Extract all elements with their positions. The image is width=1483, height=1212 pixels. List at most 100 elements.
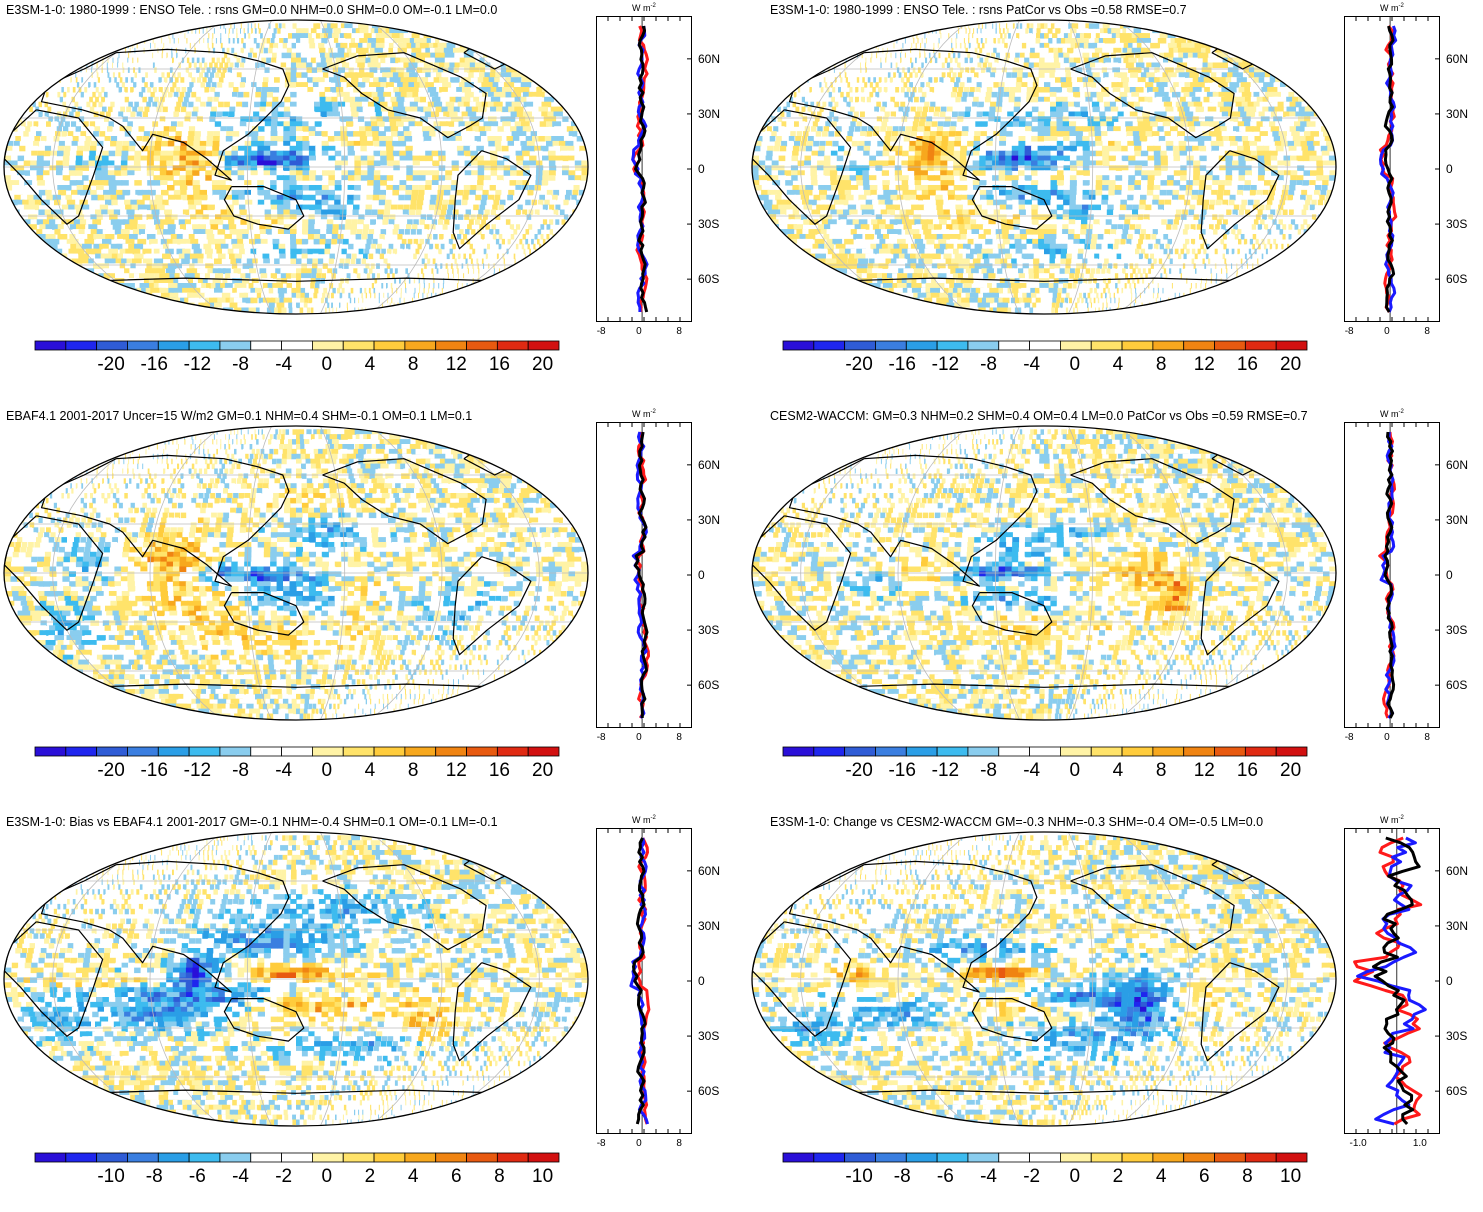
colorbar-tick-label: -8 bbox=[146, 1166, 163, 1188]
colorbar-tick-label: -20 bbox=[97, 760, 124, 782]
colorbar-swatch bbox=[66, 1153, 97, 1162]
colorbar-swatch bbox=[158, 1153, 189, 1162]
colorbar-swatch bbox=[405, 1153, 436, 1162]
colorbar-tick-label: 10 bbox=[532, 1166, 553, 1188]
profile-units-text: W m bbox=[1380, 815, 1399, 825]
colorbar-swatch bbox=[528, 747, 559, 756]
colorbar-tick-label: 20 bbox=[1280, 354, 1301, 376]
latitude-label: 0 bbox=[698, 162, 705, 176]
colorbar-swatch bbox=[436, 1153, 467, 1162]
colorbar-swatch bbox=[1184, 341, 1215, 350]
colorbar-swatch bbox=[436, 747, 467, 756]
world-map bbox=[2, 424, 590, 722]
colorbar-swatch bbox=[127, 1153, 158, 1162]
colorbar-tick-label: -4 bbox=[1023, 760, 1040, 782]
profile-x-tick-label: 8 bbox=[1424, 732, 1430, 743]
colorbar-tick-label: 0 bbox=[1070, 354, 1081, 376]
colorbar-tick-label: 4 bbox=[365, 760, 376, 782]
colorbar-tick-label: -16 bbox=[140, 354, 167, 376]
panel-ebaf: EBAF4.1 2001-2017 Uncer=15 W/m2 GM=0.1 N… bbox=[0, 406, 735, 806]
profile-units-text: W m bbox=[1380, 409, 1399, 419]
colorbar-tick-label: 20 bbox=[532, 354, 553, 376]
zonal-mean-profile bbox=[1344, 828, 1440, 1134]
panel-title: E3SM-1-0: 1980-1999 : ENSO Tele. : rsns … bbox=[6, 3, 497, 17]
colorbar-tick-label: 12 bbox=[1194, 760, 1215, 782]
colorbar-tick-label: 20 bbox=[1280, 760, 1301, 782]
colorbar-swatch bbox=[1030, 341, 1061, 350]
world-map bbox=[750, 830, 1338, 1128]
colorbar-tick-label: -16 bbox=[140, 760, 167, 782]
profile-units: W m-2 bbox=[1380, 3, 1404, 13]
colorbar-swatch bbox=[127, 747, 158, 756]
colorbar-tick-label: 4 bbox=[1113, 760, 1124, 782]
latitude-label: 0 bbox=[1446, 162, 1453, 176]
latitude-label: 0 bbox=[1446, 974, 1453, 988]
colorbar-swatch bbox=[1122, 747, 1153, 756]
profile-units-exponent: -2 bbox=[651, 3, 656, 9]
latitude-label: 30S bbox=[698, 1029, 719, 1043]
colorbar-swatch bbox=[1030, 747, 1061, 756]
colorbar bbox=[34, 1152, 560, 1163]
colorbar-swatch bbox=[220, 747, 251, 756]
colorbar-tick-label: 0 bbox=[322, 760, 333, 782]
colorbar-swatch bbox=[845, 1153, 876, 1162]
colorbar-swatch bbox=[1276, 747, 1307, 756]
colorbar-swatch bbox=[906, 341, 937, 350]
zonal-mean-profile bbox=[1344, 422, 1440, 728]
colorbar-swatch bbox=[1184, 747, 1215, 756]
latitude-label: 30N bbox=[698, 513, 720, 527]
profile-units: W m-2 bbox=[1380, 409, 1404, 419]
colorbar-tick-label: 2 bbox=[365, 1166, 376, 1188]
colorbar-swatch bbox=[968, 1153, 999, 1162]
profile-x-tick-label: -8 bbox=[597, 732, 606, 743]
profile-x-tick-label: 0 bbox=[1384, 732, 1390, 743]
colorbar-tick-label: 6 bbox=[451, 1166, 462, 1188]
colorbar-swatch bbox=[1091, 341, 1122, 350]
colorbar-swatch bbox=[35, 341, 66, 350]
colorbar-swatch bbox=[875, 747, 906, 756]
profile-x-tick-label: 0 bbox=[1384, 326, 1390, 337]
colorbar-swatch bbox=[467, 341, 498, 350]
profile-units: W m-2 bbox=[632, 409, 656, 419]
panel-bias: E3SM-1-0: Bias vs EBAF4.1 2001-2017 GM=-… bbox=[0, 812, 735, 1212]
profile-x-tick-label: 8 bbox=[676, 1138, 682, 1149]
profile-x-tick-label: -8 bbox=[597, 1138, 606, 1149]
colorbar-tick-label: 2 bbox=[1113, 1166, 1124, 1188]
colorbar-swatch bbox=[374, 341, 405, 350]
colorbar-swatch bbox=[1215, 341, 1246, 350]
colorbar-swatch bbox=[875, 1153, 906, 1162]
colorbar-swatch bbox=[1091, 747, 1122, 756]
colorbar-swatch bbox=[251, 747, 282, 756]
colorbar-swatch bbox=[251, 341, 282, 350]
colorbar-swatch bbox=[497, 747, 528, 756]
profile-x-tick-label: 8 bbox=[676, 732, 682, 743]
colorbar-swatch bbox=[906, 1153, 937, 1162]
colorbar-tick-label: 16 bbox=[489, 354, 510, 376]
colorbar-swatch bbox=[1184, 1153, 1215, 1162]
profile-units-exponent: -2 bbox=[651, 815, 656, 821]
colorbar-swatch bbox=[968, 341, 999, 350]
colorbar-tick-label: 12 bbox=[1194, 354, 1215, 376]
colorbar-swatch bbox=[312, 341, 343, 350]
colorbar-swatch bbox=[405, 747, 436, 756]
colorbar-tick-label: -10 bbox=[97, 1166, 124, 1188]
colorbar-swatch bbox=[906, 747, 937, 756]
world-map bbox=[2, 830, 590, 1128]
colorbar-swatch bbox=[1091, 1153, 1122, 1162]
colorbar-swatch bbox=[1060, 1153, 1091, 1162]
latitude-label: 0 bbox=[1446, 568, 1453, 582]
panel-e3sm-tele: E3SM-1-0: 1980-1999 : ENSO Tele. : rsns … bbox=[0, 0, 735, 400]
panel-change: E3SM-1-0: Change vs CESM2-WACCM GM=-0.3 … bbox=[748, 812, 1483, 1212]
colorbar-swatch bbox=[282, 341, 313, 350]
latitude-label: 60N bbox=[698, 864, 720, 878]
colorbar-swatch bbox=[436, 341, 467, 350]
colorbar-tick-label: -4 bbox=[232, 1166, 249, 1188]
colorbar-tick-label: 8 bbox=[1242, 1166, 1253, 1188]
colorbar-swatch bbox=[1153, 1153, 1184, 1162]
profile-x-tick-label: -8 bbox=[597, 326, 606, 337]
colorbar-swatch bbox=[220, 1153, 251, 1162]
